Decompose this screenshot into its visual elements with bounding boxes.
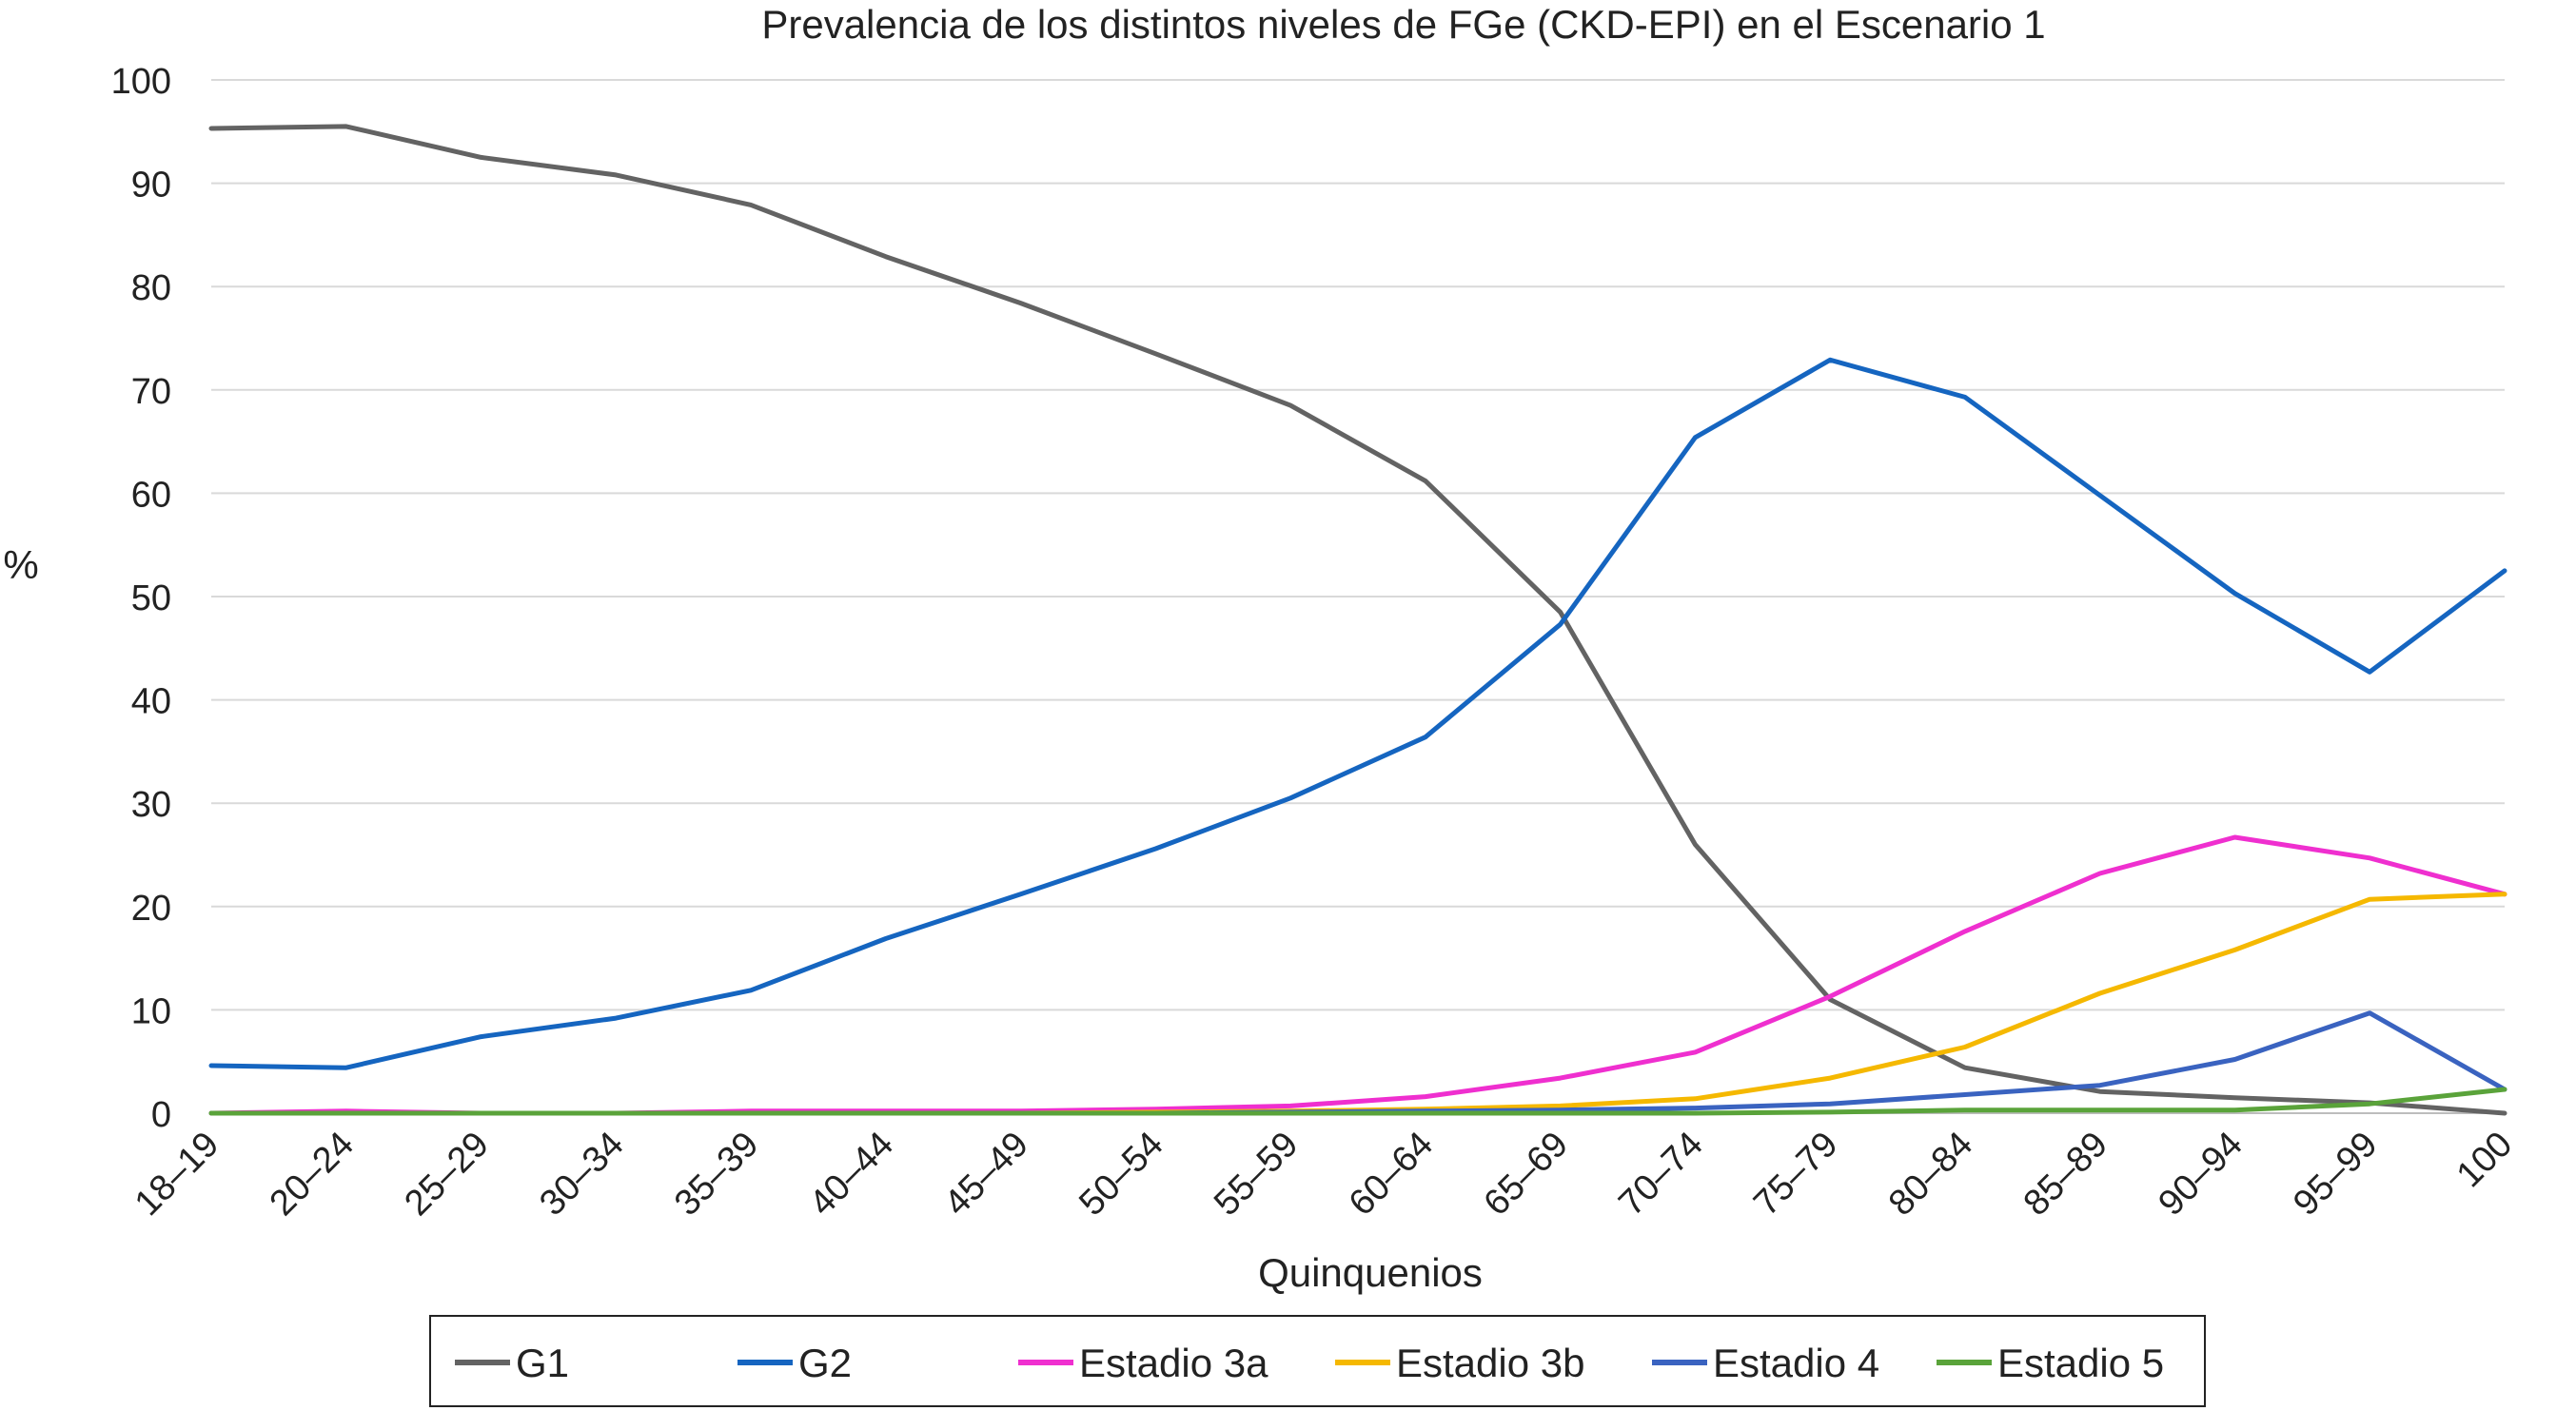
- x-tick-label: 90–94: [2151, 1125, 2250, 1224]
- legend: G1 G2 Estadio 3a Estadio 3b Estadio 4 Estadio…: [429, 1315, 2206, 1407]
- legend-label: Estadio 3b: [1396, 1341, 1584, 1385]
- y-tick-label: 30: [131, 785, 171, 825]
- x-tick-labels: 18–19 20–24 25–29 30–34 35–39 40–44 45–49 50–54…: [128, 1125, 2520, 1224]
- series-line-g2: [208, 357, 2507, 1070]
- legend-label: G2: [798, 1341, 852, 1385]
- y-tick-label: 90: [131, 166, 171, 206]
- y-tick-label: 20: [131, 889, 171, 929]
- y-tick-label: 100: [111, 62, 171, 102]
- x-axis-label: Quinquenios: [1258, 1250, 1483, 1295]
- legend-label: G1: [516, 1341, 569, 1385]
- y-tick-label: 80: [131, 268, 171, 308]
- series-lines: [208, 124, 2507, 1116]
- x-tick-label: 18–19: [128, 1125, 226, 1224]
- x-tick-label: 65–69: [1477, 1125, 1576, 1224]
- legend-item: Estadio 5: [1937, 1341, 2164, 1385]
- legend-label: Estadio 4: [1713, 1341, 1879, 1385]
- x-tick-label: 75–79: [1746, 1125, 1845, 1224]
- x-tick-label: 50–54: [1072, 1125, 1170, 1224]
- x-tick-label: 60–64: [1342, 1125, 1441, 1224]
- x-tick-label: 35–39: [667, 1125, 766, 1224]
- y-tick-label: 60: [131, 475, 171, 515]
- x-tick-label: 80–84: [1881, 1125, 1980, 1224]
- y-tick-label: 10: [131, 991, 171, 1031]
- series-line-estadio-5: [208, 1087, 2507, 1116]
- x-tick-label: 85–89: [2016, 1125, 2115, 1224]
- x-tick-label: 30–34: [532, 1125, 631, 1224]
- x-tick-label: 100: [2449, 1125, 2521, 1196]
- y-tick-labels: 0 10 20 30 40 50 60 70 80 90 100: [111, 62, 171, 1135]
- x-tick-label: 95–99: [2286, 1125, 2385, 1224]
- x-tick-label: 55–59: [1207, 1125, 1306, 1224]
- series-line-g1: [208, 124, 2507, 1116]
- x-tick-label: 70–74: [1611, 1125, 1710, 1224]
- y-tick-label: 40: [131, 682, 171, 722]
- series-line-estadio-3b: [208, 892, 2507, 1116]
- chart-title: Prevalencia de los distintos niveles de …: [761, 2, 2045, 47]
- y-axis-label: %: [3, 542, 38, 587]
- legend-box: [429, 1315, 2206, 1407]
- legend-item: G1: [455, 1341, 569, 1385]
- y-tick-label: 0: [151, 1095, 171, 1135]
- legend-label: Estadio 5: [1997, 1341, 2164, 1385]
- legend-item: G2: [737, 1341, 852, 1385]
- legend-item: Estadio 4: [1652, 1341, 1879, 1385]
- legend-label: Estadio 3a: [1079, 1341, 1268, 1385]
- y-tick-label: 70: [131, 372, 171, 412]
- x-tick-label: 20–24: [263, 1125, 362, 1224]
- x-tick-label: 40–44: [802, 1125, 901, 1224]
- x-tick-label: 25–29: [397, 1125, 496, 1224]
- legend-items: G1 G2 Estadio 3a Estadio 3b Estadio 4 Estadio…: [455, 1341, 2164, 1385]
- y-tick-label: 50: [131, 578, 171, 618]
- x-tick-label: 45–49: [937, 1125, 1036, 1224]
- gridlines: [211, 79, 2505, 1114]
- legend-item: Estadio 3b: [1335, 1341, 1584, 1385]
- legend-item: Estadio 3a: [1018, 1341, 1268, 1385]
